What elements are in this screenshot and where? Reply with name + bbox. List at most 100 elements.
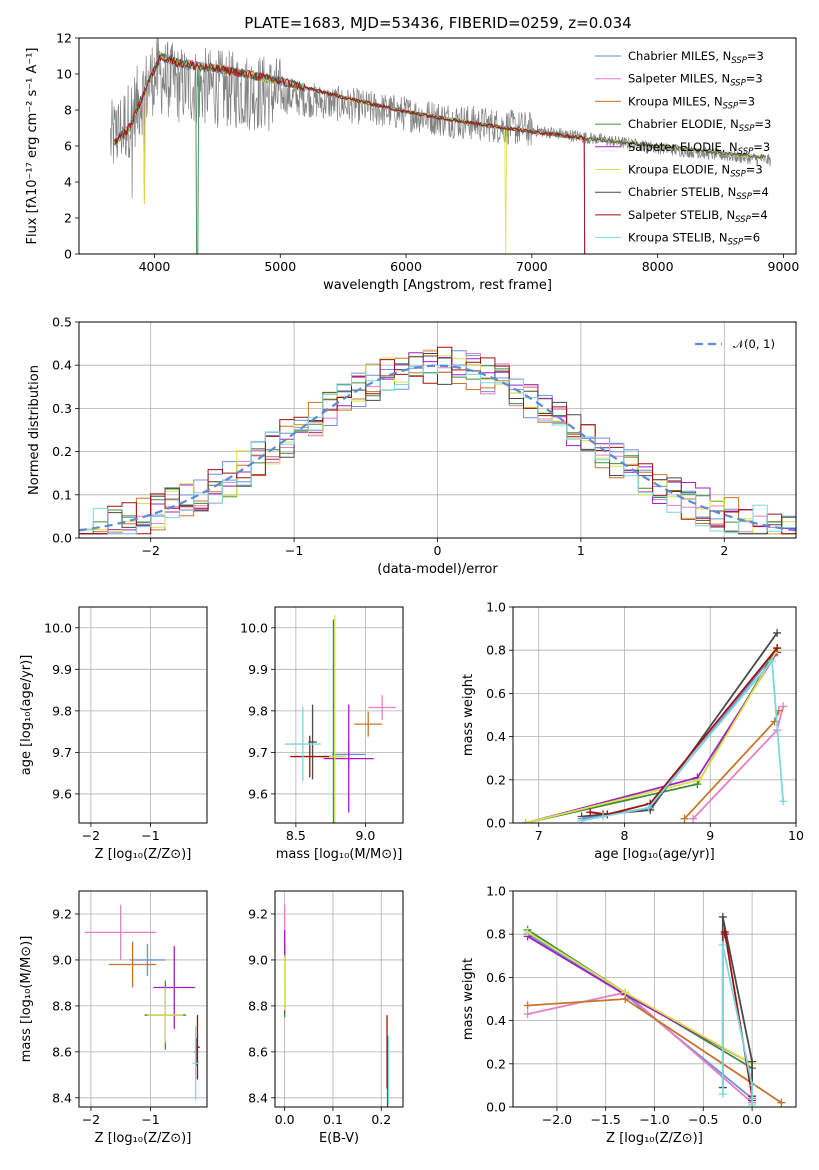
- x-axis-label: wavelength [Angstrom, rest frame]: [323, 278, 552, 293]
- y-tick-label: 8.4: [52, 1090, 72, 1105]
- y-tick-label: 0.6: [486, 970, 506, 985]
- legend-label: Salpeter MILES, NSSP=3: [628, 72, 763, 89]
- y-tick-label: 0.1: [52, 487, 72, 502]
- y-tick-label: 8.8: [52, 998, 72, 1013]
- y-tick-label: 9.2: [52, 906, 72, 921]
- weight-marker: [577, 816, 586, 823]
- plot-frame: [274, 890, 404, 1108]
- legend-text: =3: [747, 49, 764, 63]
- weight-marker: [718, 912, 727, 921]
- weight-marker: [599, 812, 608, 821]
- y-tick-label: 9.7: [248, 745, 268, 760]
- legend-subscript: SSP: [730, 79, 746, 89]
- histogram-step-line: [79, 364, 796, 535]
- weight-marker: [523, 1010, 532, 1019]
- x-tick-label: 2: [720, 543, 728, 558]
- weight-marker: [644, 803, 653, 812]
- weight-line: [581, 658, 784, 822]
- weight-line: [721, 944, 753, 1105]
- y-axis-label: mass [log₁₀(M/M⊙)]: [19, 936, 34, 1063]
- legend-text: Salpeter ELODIE, N: [628, 140, 738, 154]
- legend-subscript: SSP: [730, 170, 746, 180]
- spectrum-model-line: [113, 52, 586, 254]
- y-tick-label: 8.4: [248, 1090, 268, 1105]
- x-axis-label: Z [log₁₀(Z/Z⊙)]: [95, 1131, 192, 1146]
- y-tick-label: 9.9: [248, 662, 268, 677]
- legend-subscript: SSP: [738, 147, 754, 157]
- x-tick-label: −1.5: [591, 1112, 621, 1127]
- y-tick-label: 1.0: [486, 600, 506, 615]
- weight-marker: [521, 819, 530, 823]
- legend-label: Chabrier MILES, NSSP=3: [628, 49, 764, 66]
- legend-text: Salpeter STELIB, N: [628, 208, 735, 222]
- y-tick-label: 0.8: [486, 927, 506, 942]
- spectrum-model-line: [113, 52, 586, 254]
- x-tick-label: 8.5: [286, 828, 306, 843]
- y-tick-label: 0.2: [486, 772, 506, 787]
- weight-marker: [586, 808, 595, 817]
- weight-marker: [621, 988, 630, 997]
- weight-marker: [773, 628, 782, 637]
- y-tick-label: 2: [64, 211, 72, 226]
- x-tick-label: 0: [434, 543, 442, 558]
- weight-marker: [695, 775, 704, 784]
- y-tick-label: 10.0: [44, 620, 72, 635]
- weight-marker: [767, 657, 776, 665]
- x-axis-label: Z [log₁₀(Z/Z⊙)]: [95, 847, 192, 862]
- y-tick-label: 0.4: [486, 1013, 506, 1028]
- figure-title: PLATE=1683, MJD=53436, FIBERID=0259, z=0…: [244, 14, 631, 32]
- x-axis-label: mass [log₁₀(M/M⊙)]: [276, 847, 403, 862]
- x-tick-label: −1: [285, 543, 303, 558]
- legend-text: =6: [743, 231, 760, 245]
- y-tick-label: 9.8: [248, 703, 268, 718]
- plot-frame: [78, 37, 797, 255]
- y-tick-label: 0.0: [52, 531, 72, 546]
- legend-subscript: SSP: [739, 124, 755, 134]
- y-tick-label: 0.4: [52, 358, 72, 373]
- x-tick-label: 7: [535, 828, 543, 843]
- y-tick-label: 10.0: [240, 620, 268, 635]
- x-tick-label: 6000: [390, 259, 422, 274]
- legend-text: =3: [738, 94, 755, 108]
- y-axis-label: Normed distribution: [27, 365, 42, 495]
- legend-text: Kroupa STELIB, N: [628, 231, 728, 245]
- y-tick-label: 8.6: [52, 1044, 72, 1059]
- x-tick-label: −2: [82, 1112, 100, 1127]
- x-tick-label: −0.5: [688, 1112, 718, 1127]
- y-axis-label: Flux [fλ10⁻¹⁷ erg cm⁻² s⁻¹ A⁻¹]: [25, 48, 40, 245]
- y-tick-label: 8: [64, 103, 72, 118]
- mass-vs-metallicity-panel: −2 −1 8.4 8.6 8.8 9.0 9.2 Z [log₁₀(Z/Z⊙)] mass […: [19, 890, 208, 1146]
- weight-marker: [720, 928, 729, 937]
- x-tick-label: 8: [621, 828, 629, 843]
- x-tick-label: 7000: [516, 259, 548, 274]
- residual-histogram-panel: −2 −1 0 1 2 0.0 0.1 0.2 0.3 0.4 0.5 (data-model)/er…: [27, 315, 797, 577]
- x-tick-label: 5000: [264, 259, 296, 274]
- weight-marker: [773, 644, 782, 653]
- plot-area: [79, 346, 796, 535]
- y-tick-label: 1.0: [486, 884, 506, 899]
- plot-area: [521, 628, 788, 823]
- plot-area: [523, 912, 786, 1107]
- y-tick-label: 0.0: [486, 1100, 506, 1115]
- legend-text: =3: [746, 72, 763, 86]
- y-tick-label: 9.9: [52, 662, 72, 677]
- y-axis-label: age [log₁₀(age/yr)]: [19, 655, 34, 776]
- y-tick-label: 0.2: [52, 444, 72, 459]
- spectrum-data-line: [110, 38, 771, 199]
- legend-text: Chabrier STELIB, N: [628, 185, 736, 199]
- plot-area: [284, 615, 397, 823]
- weight-marker: [689, 814, 698, 823]
- y-tick-label: 9.0: [52, 952, 72, 967]
- legend-text: Salpeter MILES, N: [628, 72, 730, 86]
- x-axis-label: age [log₁₀(age/yr)]: [594, 847, 715, 862]
- weight-marker: [718, 941, 727, 949]
- y-tick-label: 9.0: [248, 952, 268, 967]
- y-tick-label: 0: [64, 247, 72, 262]
- y-tick-label: 0.5: [52, 315, 72, 330]
- x-tick-label: −2: [82, 828, 100, 843]
- y-tick-label: 0.4: [486, 729, 506, 744]
- y-tick-label: 0.0: [486, 816, 506, 831]
- legend-text: =4: [751, 208, 768, 222]
- x-tick-label: 9000: [768, 259, 800, 274]
